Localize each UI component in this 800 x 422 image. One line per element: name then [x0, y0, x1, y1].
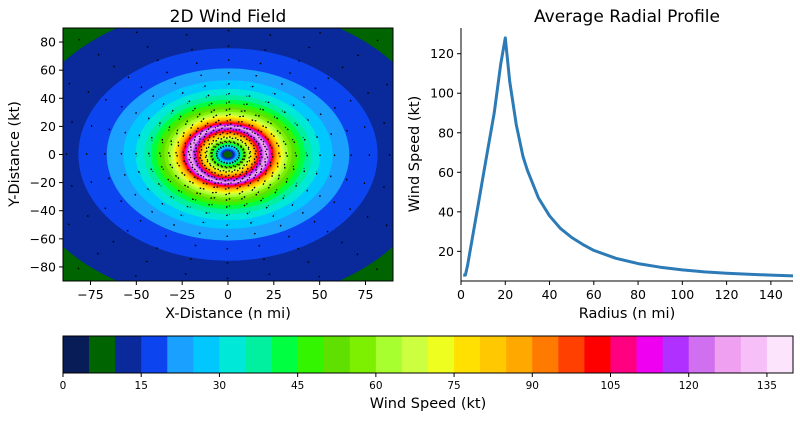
wind-field-ytick-label: 60 [40, 63, 56, 78]
colorbar-cell [298, 336, 324, 373]
wind-field-ytick-label: −40 [30, 203, 56, 218]
colorbar-axes: 0 15 30 45 60 75 90 105 120 135 [60, 373, 777, 392]
radial-profile-ytick-label: 60 [438, 165, 454, 180]
colorbar-cell [637, 336, 663, 373]
wind-field-eye-center [225, 152, 231, 156]
colorbar-cell [167, 336, 193, 373]
wind-vector [438, 153, 439, 155]
wind-vector [404, 117, 405, 119]
wind-field-ytick-label: 0 [48, 147, 56, 162]
wind-vector [333, 294, 335, 296]
radial-profile-ytick-label: 80 [438, 125, 454, 140]
radial-profile-ylabel: Wind Speed (kt) [407, 96, 423, 213]
radial-profile-ytick-label: 100 [430, 86, 454, 101]
colorbar-cell [689, 336, 715, 373]
radial-profile-title: Average Radial Profile [534, 7, 720, 27]
radial-profile-xtick-label: 120 [715, 287, 739, 302]
colorbar-cell [558, 336, 584, 373]
colorbar-cell [193, 336, 219, 373]
wind-field-ytick-label: 40 [40, 91, 56, 106]
wind-vector [122, 14, 124, 16]
colorbar-cell [376, 336, 402, 373]
wind-field-ytick-label: 80 [40, 35, 56, 50]
colorbar-cell [584, 336, 610, 373]
colorbar-cell [63, 336, 89, 373]
wind-field-xtick-label: 75 [358, 287, 374, 302]
colorbar-tick-label: 75 [447, 380, 460, 392]
radial-profile-line [463, 38, 793, 276]
colorbar-tick-label: 120 [679, 380, 699, 392]
colorbar-cell [480, 336, 506, 373]
colorbar-tick-label: 60 [369, 380, 382, 392]
wind-field-plot-area [17, 0, 440, 317]
colorbar-cell [115, 336, 141, 373]
colorbar-cells [63, 336, 793, 373]
colorbar-cell [402, 336, 428, 373]
radial-profile-panel: Average Radial Profile 0 20 40 60 80 100 120 14… [407, 7, 793, 322]
wind-field-xtick-label: −25 [169, 287, 195, 302]
colorbar-cell [428, 336, 454, 373]
wind-field-xtick-label: −50 [123, 287, 149, 302]
wind-vector [24, 195, 25, 197]
colorbar-tick-label: 30 [213, 380, 226, 392]
radial-profile-xtick-label: 40 [542, 287, 558, 302]
wind-vector [410, 73, 412, 75]
radial-profile-ytick-label: 120 [430, 46, 454, 61]
radial-profile-xtick-label: 80 [630, 287, 646, 302]
colorbar-cell [741, 336, 767, 373]
colorbar-label: Wind Speed (kt) [370, 396, 487, 412]
radial-profile-plot-area [463, 38, 793, 276]
wind-field-ytick-label: −80 [30, 259, 56, 274]
colorbar-cell [324, 336, 350, 373]
colorbar-tick-label: 45 [291, 380, 304, 392]
colorbar-tick-label: 0 [60, 380, 67, 392]
colorbar-tick-label: 105 [600, 380, 620, 392]
radial-profile-xtick-label: 140 [759, 287, 783, 302]
colorbar-tick-label: 15 [135, 380, 148, 392]
radial-profile-ytick-label: 20 [438, 244, 454, 259]
colorbar-tick-label: 90 [526, 380, 539, 392]
wind-field-ylabel: Y-Distance (kt) [7, 101, 23, 208]
colorbar-cell [611, 336, 637, 373]
colorbar-tick-label: 135 [757, 380, 777, 392]
radial-profile-xtick-label: 0 [457, 287, 465, 302]
colorbar-cell [715, 336, 741, 373]
colorbar-cell [767, 336, 793, 373]
wind-field-xtick-label: −75 [77, 287, 103, 302]
colorbar-cell [272, 336, 298, 373]
wind-vector [431, 112, 432, 114]
radial-profile-xtick-label: 100 [670, 287, 694, 302]
colorbar-cell [89, 336, 115, 373]
colorbar-cell [663, 336, 689, 373]
colorbar-cell [454, 336, 480, 373]
radial-profile-xtick-label: 20 [497, 287, 513, 302]
wind-field-ytick-label: −20 [30, 175, 56, 190]
wind-field-xtick-label: 0 [224, 287, 232, 302]
wind-field-title: 2D Wind Field [170, 7, 287, 27]
colorbar-cell [506, 336, 532, 373]
wind-field-panel: 2D Wind Field −75 −50 −25 0 25 50 75 −80 −60 −40 −… [7, 0, 439, 322]
wind-field-xtick-label: 25 [266, 287, 282, 302]
colorbar-cell [246, 336, 272, 373]
colorbar-cell [141, 336, 167, 373]
wind-field-xlabel: X-Distance (n mi) [165, 306, 291, 322]
colorbar-cell [219, 336, 245, 373]
radial-profile-xtick-label: 60 [586, 287, 602, 302]
colorbar-cell [350, 336, 376, 373]
wind-field-ytick-label: −60 [30, 231, 56, 246]
wind-field-ytick-label: 20 [40, 119, 56, 134]
colorbar: 0 15 30 45 60 75 90 105 120 135 Wind Speed (kt) [60, 336, 794, 412]
radial-profile-xlabel: Radius (n mi) [579, 306, 676, 322]
colorbar-cell [532, 336, 558, 373]
wind-vector [44, 153, 45, 155]
radial-profile-ytick-label: 40 [438, 204, 454, 219]
wind-field-xtick-label: 50 [312, 287, 328, 302]
